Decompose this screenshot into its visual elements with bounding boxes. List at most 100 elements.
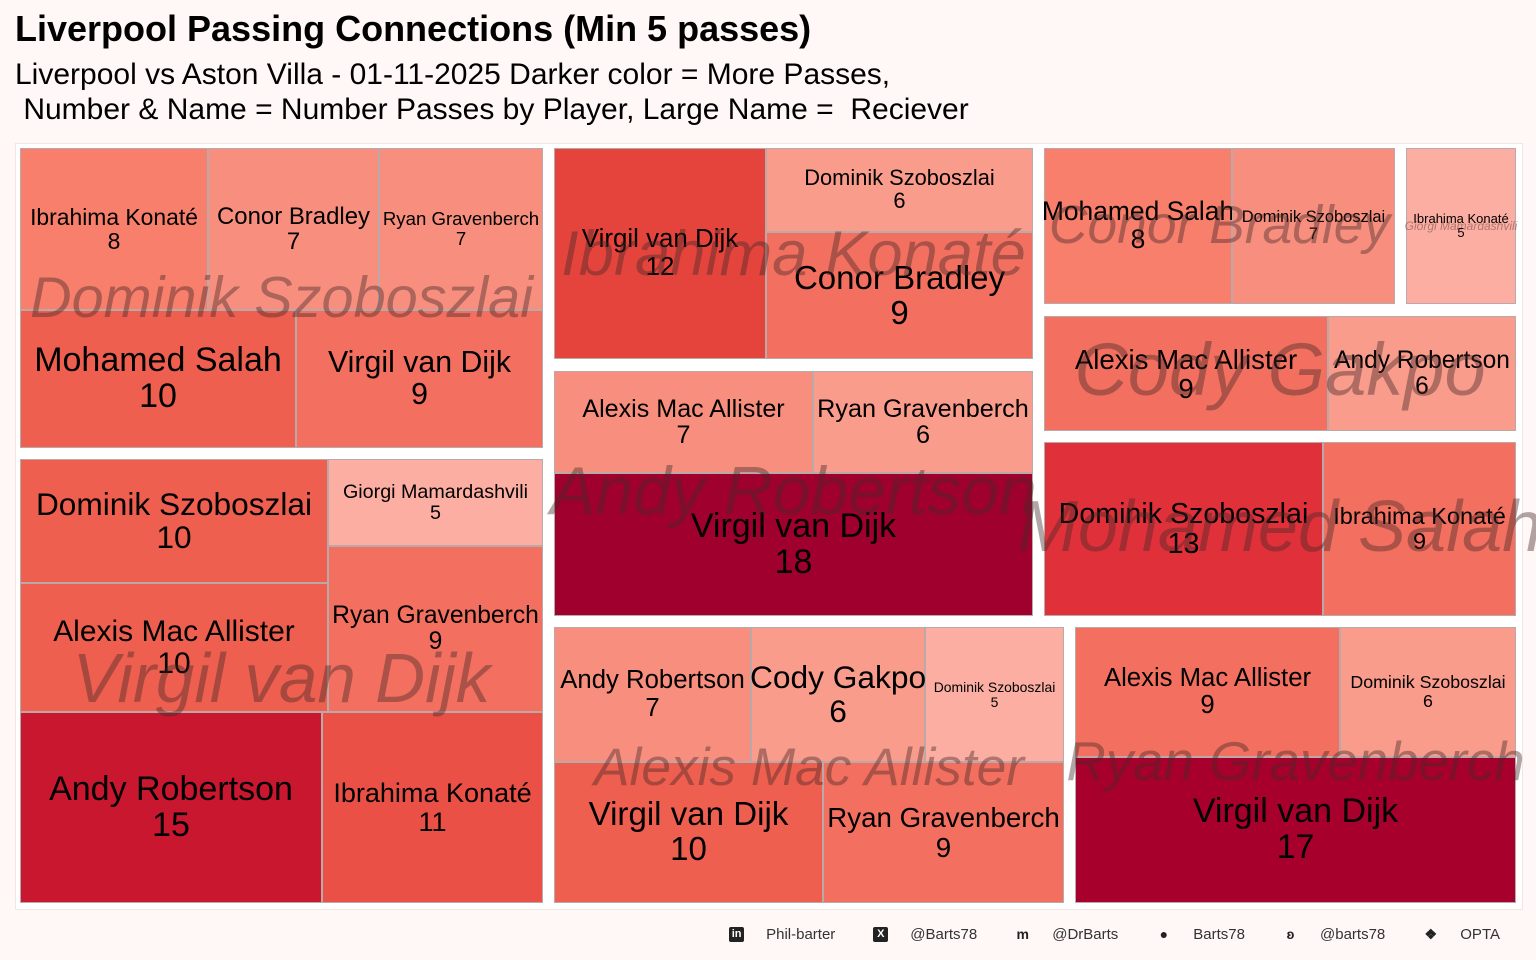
tile-pass-count: 17 [1276, 828, 1315, 866]
bluesky-icon: ʚ [1286, 926, 1295, 942]
footer-x: @Barts78 [910, 926, 978, 943]
tile-passer-name: Giorgi Mamardashvili [342, 480, 529, 503]
tile-alexis-mac-allister-from-ryan-gravenberch: Ryan Gravenberch 9 [823, 762, 1064, 903]
tile-pass-count: 7 [286, 228, 301, 255]
tile-passer-name: Alexis Mac Allister [53, 615, 295, 649]
tile-passer-name: Virgil van Dijk [1192, 792, 1399, 831]
tile-passer-name: Virgil van Dijk [588, 795, 789, 833]
tile-passer-name: Alexis Mac Allister [1103, 664, 1312, 692]
tile-passer-name: Ryan Gravenberch [382, 208, 540, 230]
tile-pass-count: 18 [774, 542, 813, 581]
tile-pass-count: 7 [645, 693, 660, 722]
tile-dominik-szoboszlai-from-mohamed-salah: Mohamed Salah 10 [20, 310, 296, 448]
tile-passer-name: Alexis Mac Allister [582, 394, 785, 423]
tile-virgil-van-dijk-from-ryan-gravenberch: Ryan Gravenberch 9 [328, 546, 543, 712]
tile-ibrahima-konate-from-virgil-van-dijk: Virgil van Dijk 12 [554, 148, 766, 359]
treemap-panel: Ibrahima Konaté 8 Conor Bradley 7 Ryan Grave… [15, 143, 1536, 910]
tile-pass-count: 7 [455, 228, 467, 249]
tile-pass-count: 10 [670, 830, 707, 868]
tile-pass-count: 11 [418, 806, 447, 837]
tile-pass-count: 6 [829, 692, 847, 729]
tile-passer-name: Virgil van Dijk [581, 225, 739, 254]
tile-pass-count: 10 [157, 646, 191, 680]
tile-passer-name: Ibrahima Konaté [30, 203, 198, 230]
footer-mastodon: @DrBarts [1052, 926, 1119, 943]
tile-virgil-van-dijk-from-ibrahima-konate: Ibrahima Konaté 11 [322, 712, 543, 903]
tile-passer-name: Andy Robertson [1334, 346, 1510, 374]
tile-pass-count: 6 [1415, 372, 1429, 400]
tile-cody-gakpo-from-alexis-mac-allister: Alexis Mac Allister 9 [1044, 316, 1328, 431]
footer-credits: in Phil-barter X @Barts78 m @DrBarts ● Barts… [691, 926, 1500, 943]
tile-pass-count: 15 [152, 805, 190, 844]
footer-bluesky: @barts78 [1320, 926, 1386, 943]
tile-pass-count: 5 [1457, 225, 1465, 240]
tile-pass-count: 8 [107, 228, 121, 254]
tile-virgil-van-dijk-from-andy-robertson: Andy Robertson 15 [20, 712, 322, 903]
tile-pass-count: 8 [1130, 224, 1146, 254]
tile-andy-robertson-from-alexis-mac-allister: Alexis Mac Allister 7 [554, 371, 813, 473]
tile-pass-count: 6 [915, 421, 931, 449]
footer-linkedin: Phil-barter [766, 926, 836, 943]
tile-passer-name: Dominik Szoboszlai [1350, 672, 1506, 693]
tile-ryan-gravenberch-from-virgil-van-dijk: Virgil van Dijk 17 [1075, 757, 1516, 903]
tile-passer-name: Conor Bradley [793, 258, 1006, 296]
tile-cody-gakpo-from-andy-robertson: Andy Robertson 6 [1328, 316, 1516, 431]
tile-passer-name: Mohamed Salah [1041, 196, 1235, 227]
tile-pass-count: 10 [139, 377, 177, 415]
tile-dominik-szoboszlai-from-virgil-van-dijk: Virgil van Dijk 9 [296, 310, 543, 448]
tile-passer-name: Dominik Szoboszlai [35, 485, 313, 522]
tile-virgil-van-dijk-from-giorgi-mamardashvili: Giorgi Mamardashvili 5 [328, 459, 543, 546]
tile-passer-name: Ryan Gravenberch [817, 394, 1029, 423]
tile-ibrahima-konate-from-conor-bradley: Conor Bradley 9 [766, 232, 1033, 359]
tile-pass-count: 9 [1178, 372, 1194, 404]
tile-passer-name: Ryan Gravenberch [332, 602, 539, 630]
tile-pass-count: 7 [676, 421, 691, 449]
tile-passer-name: Andy Robertson [560, 666, 745, 695]
tile-passer-name: Alexis Mac Allister [1074, 343, 1298, 375]
tile-alexis-mac-allister-from-virgil-van-dijk: Virgil van Dijk 10 [554, 762, 823, 903]
tile-passer-name: Mohamed Salah [34, 341, 282, 380]
tile-conor-bradley-from-dominik-szoboszlai: Dominik Szoboszlai 7 [1232, 148, 1395, 304]
x-icon: X [873, 927, 889, 942]
chart-subtitle-line1: Liverpool vs Aston Villa - 01-11-2025 Da… [15, 58, 891, 91]
tile-ibrahima-konate-from-dominik-szoboszlai: Dominik Szoboszlai 6 [766, 148, 1033, 232]
tile-giorgi-mamardashvili-from-ibrahima-konate: Ibrahima Konaté 5 [1406, 148, 1516, 304]
tile-pass-count: 12 [645, 252, 675, 281]
tile-passer-name: Dominik Szoboszlai [1058, 497, 1309, 530]
tile-passer-name: Ibrahima Konaté [333, 778, 532, 809]
tile-pass-count: 6 [1423, 691, 1433, 711]
chart-title: Liverpool Passing Connections (Min 5 pas… [15, 8, 812, 49]
tile-pass-count: 9 [411, 378, 428, 411]
tile-pass-count: 6 [893, 188, 906, 213]
tile-andy-robertson-from-ryan-gravenberch: Ryan Gravenberch 6 [813, 371, 1033, 473]
tile-passer-name: Ibrahima Konaté [1333, 503, 1506, 530]
tile-passer-name: Andy Robertson [49, 769, 293, 808]
tile-ryan-gravenberch-from-alexis-mac-allister: Alexis Mac Allister 9 [1075, 627, 1340, 757]
tile-passer-name: Dominik Szoboszlai [1241, 207, 1386, 226]
tile-pass-count: 5 [430, 501, 441, 524]
tile-dominik-szoboszlai-from-ryan-gravenberch: Ryan Gravenberch 7 [379, 148, 543, 310]
tile-pass-count: 9 [890, 293, 909, 331]
tile-pass-count: 5 [990, 693, 999, 710]
tile-passer-name: Ryan Gravenberch [827, 802, 1060, 834]
mastodon-icon: m [1016, 926, 1029, 942]
footer-dropbox: OPTA [1460, 926, 1500, 943]
linkedin-icon: in [729, 927, 745, 942]
tile-pass-count: 9 [1412, 528, 1427, 554]
github-icon: ● [1159, 926, 1169, 942]
tile-pass-count: 9 [935, 831, 952, 863]
tile-passer-name: Dominik Szoboszlai [804, 165, 995, 191]
tile-mohamed-salah-from-dominik-szoboszlai: Dominik Szoboszlai 13 [1044, 442, 1323, 616]
footer-github: Barts78 [1193, 926, 1245, 943]
dropbox-icon: ❖ [1424, 926, 1438, 942]
tile-dominik-szoboszlai-from-conor-bradley: Conor Bradley 7 [208, 148, 379, 310]
tile-alexis-mac-allister-from-dominik-szoboszlai: Dominik Szoboszlai 5 [925, 627, 1064, 762]
tile-passer-name: Cody Gakpo [749, 659, 927, 696]
tile-virgil-van-dijk-from-alexis-mac-allister: Alexis Mac Allister 10 [20, 583, 328, 712]
tile-mohamed-salah-from-ibrahima-konate: Ibrahima Konaté 9 [1323, 442, 1516, 616]
tile-virgil-van-dijk-from-dominik-szoboszlai: Dominik Szoboszlai 10 [20, 459, 328, 583]
tile-passer-name: Virgil van Dijk [328, 346, 511, 380]
tile-pass-count: 7 [1308, 225, 1319, 243]
tile-pass-count: 9 [428, 628, 443, 655]
tile-dominik-szoboszlai-from-ibrahima-konate: Ibrahima Konaté 8 [20, 148, 208, 310]
